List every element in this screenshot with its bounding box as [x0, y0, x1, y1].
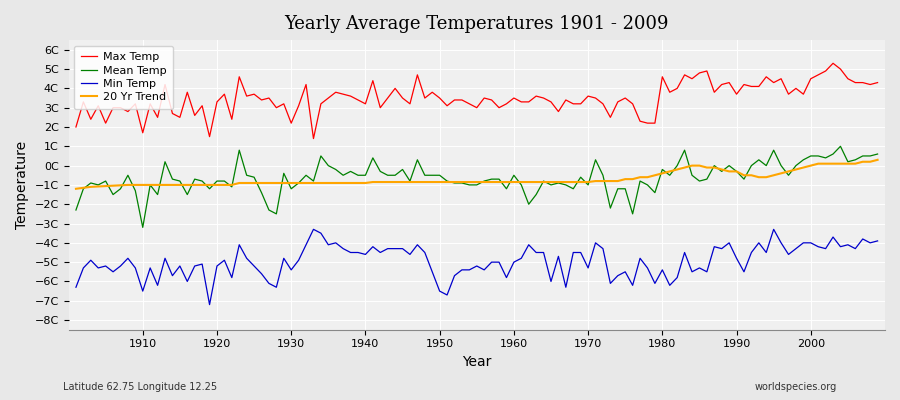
Min Temp — [612, 273, 623, 278]
Min Temp — [308, 227, 319, 232]
Line: 20 Yr Trend: 20 Yr Trend — [76, 160, 878, 189]
Text: Latitude 62.75 Longitude 12.25: Latitude 62.75 Longitude 12.25 — [63, 382, 217, 392]
Line: Max Temp: Max Temp — [76, 63, 878, 138]
Max Temp — [508, 96, 519, 100]
Min Temp — [130, 266, 140, 270]
Min Temp — [204, 302, 215, 307]
Min Temp — [516, 256, 526, 261]
Mean Temp — [516, 182, 526, 187]
Max Temp — [605, 115, 616, 120]
Max Temp — [828, 61, 839, 66]
Max Temp — [70, 124, 81, 129]
Title: Yearly Average Temperatures 1901 - 2009: Yearly Average Temperatures 1901 - 2009 — [284, 15, 669, 33]
20 Yr Trend — [293, 180, 304, 185]
20 Yr Trend — [501, 180, 512, 184]
Max Temp — [516, 100, 526, 104]
Mean Temp — [138, 225, 148, 230]
Y-axis label: Temperature: Temperature — [15, 141, 29, 229]
Line: Min Temp: Min Temp — [76, 229, 878, 305]
Max Temp — [293, 103, 304, 108]
Mean Temp — [130, 188, 140, 193]
Legend: Max Temp, Mean Temp, Min Temp, 20 Yr Trend: Max Temp, Mean Temp, Min Temp, 20 Yr Tre… — [74, 46, 174, 109]
Mean Temp — [346, 169, 356, 174]
Max Temp — [308, 136, 319, 141]
20 Yr Trend — [70, 186, 81, 191]
20 Yr Trend — [872, 158, 883, 162]
X-axis label: Year: Year — [462, 355, 491, 369]
Max Temp — [872, 80, 883, 85]
Max Temp — [130, 102, 140, 106]
Min Temp — [70, 285, 81, 290]
20 Yr Trend — [130, 182, 140, 187]
Min Temp — [353, 250, 364, 255]
Mean Temp — [508, 173, 519, 178]
Mean Temp — [301, 173, 311, 178]
Mean Temp — [872, 152, 883, 156]
Min Temp — [301, 242, 311, 247]
Mean Temp — [605, 206, 616, 210]
Min Temp — [523, 242, 534, 247]
Line: Mean Temp: Mean Temp — [76, 146, 878, 227]
Max Temp — [346, 94, 356, 98]
20 Yr Trend — [338, 180, 348, 185]
Mean Temp — [70, 208, 81, 212]
Min Temp — [872, 238, 883, 243]
20 Yr Trend — [508, 180, 519, 184]
20 Yr Trend — [598, 179, 608, 184]
Text: worldspecies.org: worldspecies.org — [755, 382, 837, 392]
Mean Temp — [835, 144, 846, 149]
